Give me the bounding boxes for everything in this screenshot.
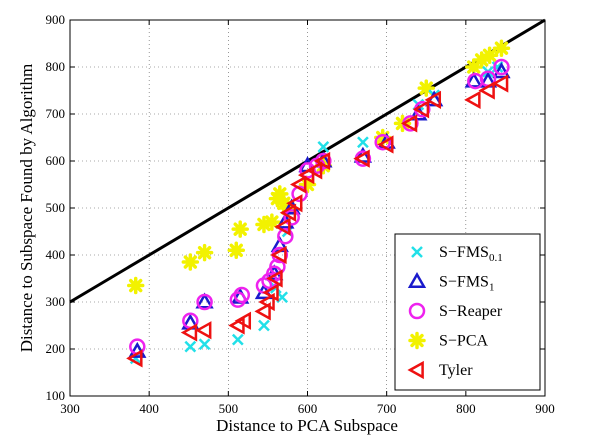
x-axis-title: Distance to PCA Subspace [216, 416, 398, 435]
data-point [492, 39, 511, 57]
data-point [181, 253, 200, 271]
data-point [184, 340, 197, 353]
data-point [196, 293, 213, 311]
legend-label: S−Reaper [439, 303, 503, 320]
data-point [424, 90, 442, 110]
legend-marker [407, 271, 427, 288]
data-point [254, 302, 271, 321]
data-point [357, 136, 369, 149]
data-point [262, 283, 279, 302]
data-point [195, 321, 212, 340]
data-point [276, 291, 289, 304]
data-point [305, 161, 323, 180]
data-point [279, 203, 297, 222]
data-point [286, 194, 303, 213]
x-tick-label: 800 [456, 401, 476, 416]
legend-label: S−PCA [439, 333, 488, 350]
data-point [266, 269, 283, 288]
data-point [374, 133, 391, 151]
data-point [195, 243, 214, 262]
data-point [231, 333, 244, 346]
data-point [464, 71, 483, 88]
x-tick-label: 300 [60, 401, 80, 416]
data-point [400, 114, 418, 133]
data-point [480, 46, 499, 64]
y-tick-label: 500 [46, 200, 66, 215]
data-point [313, 151, 331, 171]
legend-marker [408, 331, 426, 350]
data-point [198, 338, 211, 351]
legend-marker [407, 360, 424, 380]
data-point [353, 149, 370, 168]
axis-ticks: 300 400 500 600 700 800 900 100 200 300 400 500 600 7… [46, 12, 555, 416]
y-tick-label: 200 [46, 341, 66, 356]
data-point [263, 213, 281, 231]
data-point [231, 220, 249, 238]
data-points [126, 39, 511, 368]
data-point [283, 209, 300, 226]
data-point [258, 319, 270, 332]
y-tick-label: 300 [46, 294, 66, 309]
data-point [317, 141, 330, 153]
data-point [377, 135, 394, 154]
legend-marker [408, 302, 426, 320]
y-axis-title: Distance to Subspace Found by Algorithm [17, 64, 36, 353]
legend-label: S−FMS0.1 [439, 244, 503, 264]
data-point [233, 286, 251, 304]
data-point [274, 217, 291, 236]
data-point [126, 349, 143, 368]
data-point [291, 185, 308, 203]
y-tick-label: 700 [46, 106, 66, 121]
x-tick-label: 900 [535, 401, 555, 416]
data-point [417, 79, 435, 97]
y-tick-label: 900 [46, 12, 66, 27]
series-5 [126, 74, 509, 368]
data-point [227, 241, 245, 260]
data-point [126, 276, 145, 295]
data-point [464, 90, 481, 110]
data-point [234, 311, 252, 330]
data-point [290, 175, 307, 194]
data-point [277, 227, 294, 245]
data-point [493, 58, 510, 76]
x-tick-label: 700 [377, 401, 397, 416]
data-point [297, 165, 315, 185]
data-point [270, 245, 287, 265]
data-point [195, 292, 214, 309]
data-point [412, 100, 430, 119]
legend-label: Tyler [439, 362, 473, 379]
y-tick-label: 800 [46, 59, 66, 74]
data-point [180, 323, 198, 342]
series-4 [126, 39, 511, 295]
data-point [258, 292, 275, 312]
x-tick-label: 400 [139, 401, 159, 416]
data-point [229, 291, 247, 308]
legend-marker [411, 246, 423, 258]
data-point [491, 74, 509, 93]
legend-label: S−FMS1 [439, 274, 494, 294]
y-tick-label: 100 [46, 388, 66, 403]
y-tick-label: 600 [46, 153, 66, 168]
legend-box [394, 233, 541, 391]
data-point [299, 162, 316, 179]
x-tick-label: 600 [298, 401, 318, 416]
legend: S−FMS0.1 S−FMS1 S−Reaper S−PCA Tyler [394, 233, 541, 391]
x-tick-label: 500 [219, 401, 239, 416]
data-point [492, 62, 511, 79]
data-point [478, 81, 495, 100]
y-tick-label: 400 [46, 247, 66, 262]
